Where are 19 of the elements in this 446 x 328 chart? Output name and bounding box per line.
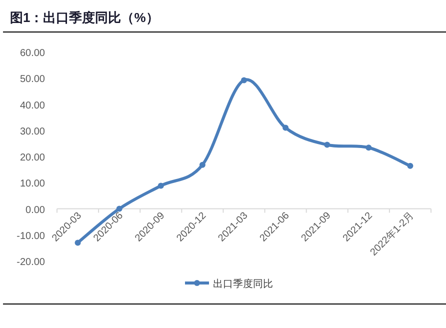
- point: [407, 162, 414, 169]
- y-tick-label: 50.00: [20, 74, 46, 86]
- y-tick-label: 10.00: [20, 178, 46, 190]
- point: [324, 142, 330, 148]
- y-tick-label: 40.00: [20, 100, 46, 112]
- y-tick-label: -10.00: [16, 230, 46, 242]
- point: [158, 182, 164, 189]
- point: [116, 206, 122, 212]
- y-tick-label: 30.00: [20, 126, 46, 138]
- legend-label: 出口季度同比: [213, 278, 273, 290]
- point: [241, 77, 247, 84]
- point: [199, 162, 206, 168]
- y-tick-label: 0.00: [26, 204, 46, 216]
- point: [282, 124, 289, 131]
- y-tick-label: 20.00: [20, 152, 46, 164]
- y-tick-label: -20.00: [16, 257, 46, 268]
- chart-title: 图1：出口季度同比（%）: [10, 10, 159, 25]
- point: [366, 144, 372, 151]
- y-tick-label: 60.00: [20, 48, 46, 59]
